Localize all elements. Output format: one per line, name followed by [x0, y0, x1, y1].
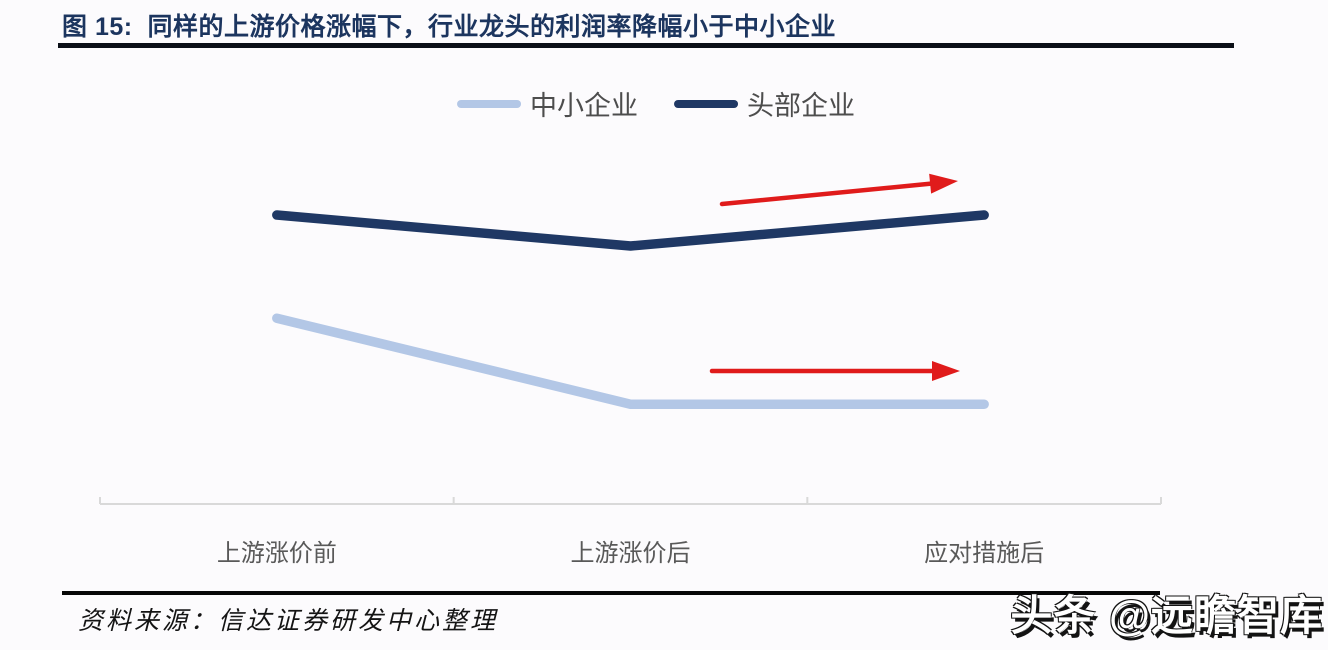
legend-label-leader: 头部企业 — [747, 91, 856, 121]
legend-swatch-leader — [674, 99, 739, 108]
chart-legend: 中小企业 头部企业 — [457, 84, 855, 123]
legend-label-sme: 中小企业 — [530, 91, 639, 121]
figure-title: 图 15: 同样的上游价格涨幅下，行业龙头的利润率降幅小于中小企业 — [62, 13, 836, 41]
legend-item-sme: 中小企业 — [457, 84, 638, 123]
title-divider — [58, 43, 1234, 48]
x-axis-label-after-increase: 上游涨价后 — [570, 540, 691, 567]
legend-swatch-sme — [457, 99, 522, 108]
watermark: 头条 @远瞻智库 — [1010, 592, 1323, 639]
x-axis-label-before-increase: 上游涨价前 — [216, 540, 337, 567]
source-note: 资料来源：信达证券研发中心整理 — [78, 608, 499, 635]
x-axis-label-after-measures: 应对措施后 — [924, 540, 1045, 567]
footer-divider — [62, 591, 1160, 595]
legend-item-leader: 头部企业 — [674, 84, 855, 123]
